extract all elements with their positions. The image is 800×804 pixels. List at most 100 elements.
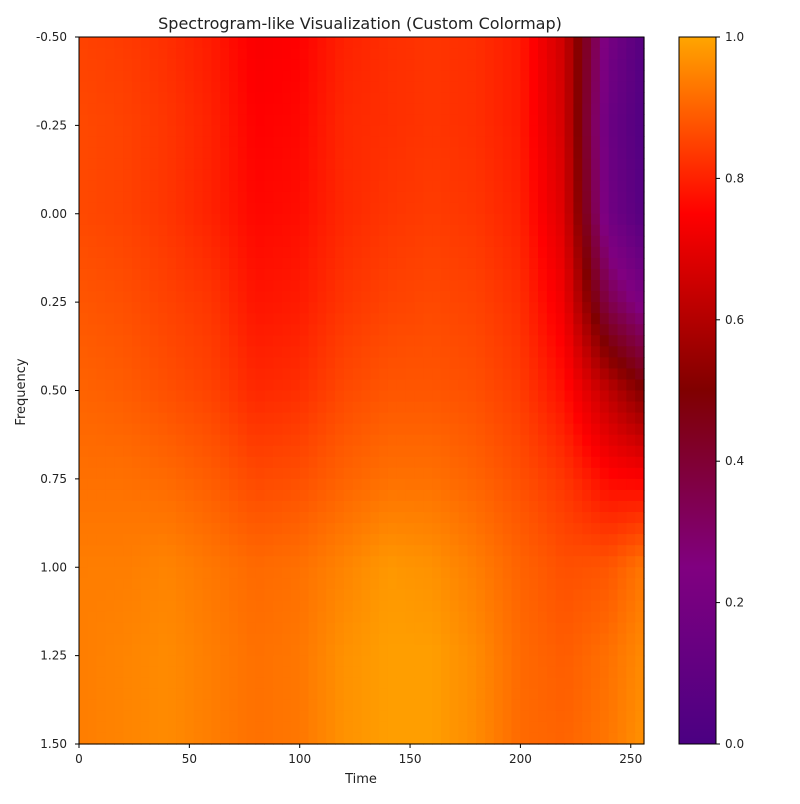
heatmap-cell — [538, 699, 548, 712]
heatmap-cell — [140, 202, 151, 215]
heatmap-cell — [423, 401, 433, 414]
heatmap-cell — [432, 732, 442, 745]
heatmap-cell — [237, 688, 248, 701]
heatmap-cell — [635, 92, 645, 104]
heatmap-cell — [449, 313, 460, 325]
heatmap-cell — [343, 644, 354, 657]
heatmap-cell — [105, 169, 115, 182]
heatmap-cell — [131, 158, 142, 171]
heatmap-cell — [387, 456, 398, 469]
heatmap-cell — [149, 368, 160, 381]
heatmap-cell — [326, 699, 336, 712]
heatmap-cell — [105, 534, 115, 546]
heatmap-cell — [361, 556, 371, 568]
heatmap-cell — [370, 81, 380, 93]
heatmap-cell — [370, 70, 380, 82]
heatmap-cell — [131, 611, 142, 624]
heatmap-cell — [114, 136, 124, 149]
heatmap-cell — [626, 246, 636, 259]
heatmap-cell — [564, 545, 574, 557]
heatmap-cell — [485, 191, 495, 204]
heatmap-cell — [476, 512, 486, 524]
heatmap-cell — [546, 235, 557, 248]
heatmap-cell — [140, 611, 151, 624]
heatmap-cell — [573, 677, 583, 690]
heatmap-cell — [370, 302, 380, 314]
heatmap-cell — [140, 114, 151, 126]
heatmap-cell — [184, 357, 195, 370]
heatmap-cell — [432, 37, 442, 49]
heatmap-cell — [308, 136, 318, 149]
heatmap-cell — [158, 48, 168, 60]
heatmap-cell — [237, 81, 248, 93]
heatmap-cell — [520, 545, 530, 557]
heatmap-cell — [176, 710, 186, 723]
heatmap-cell — [582, 589, 592, 601]
heatmap-cell — [538, 688, 548, 701]
heatmap-cell — [379, 567, 389, 579]
heatmap-cell — [591, 81, 601, 93]
heatmap-cell — [211, 434, 221, 447]
heatmap-cell — [264, 280, 274, 292]
heatmap-cell — [626, 556, 636, 568]
heatmap-cell — [273, 688, 283, 701]
heatmap-cell — [361, 335, 371, 347]
heatmap-cell — [546, 169, 557, 182]
heatmap-cell — [352, 268, 363, 281]
heatmap-cell — [176, 622, 186, 635]
heatmap-cell — [485, 59, 495, 71]
heatmap-cell — [167, 313, 177, 325]
heatmap-cell — [396, 666, 407, 679]
heatmap-cell — [202, 368, 213, 381]
heatmap-cell — [140, 622, 151, 635]
heatmap-cell — [167, 379, 177, 392]
heatmap-cell — [123, 291, 133, 303]
heatmap-cell — [485, 688, 495, 701]
heatmap-cell — [273, 578, 283, 590]
heatmap-cell — [502, 114, 513, 126]
heatmap-cell — [352, 313, 363, 325]
heatmap-cell — [432, 202, 442, 215]
heatmap-cell — [246, 257, 257, 270]
heatmap-cell — [396, 589, 407, 601]
heatmap-cell — [573, 644, 583, 657]
heatmap-cell — [635, 699, 645, 712]
heatmap-cell — [211, 313, 221, 325]
heatmap-cell — [352, 732, 363, 745]
heatmap-cell — [202, 655, 213, 668]
heatmap-cell — [529, 48, 539, 60]
heatmap-cell — [193, 633, 204, 646]
heatmap-cell — [308, 434, 318, 447]
heatmap-cell — [396, 456, 407, 469]
heatmap-cell — [335, 578, 345, 590]
heatmap-cell — [237, 710, 248, 723]
heatmap-cell — [555, 291, 566, 303]
heatmap-cell — [485, 710, 495, 723]
heatmap-cell — [573, 434, 583, 447]
heatmap-cell — [555, 644, 566, 657]
heatmap-cell — [458, 291, 469, 303]
heatmap-cell — [361, 246, 371, 259]
heatmap-cell — [96, 346, 107, 358]
heatmap-cell — [361, 434, 371, 447]
heatmap-cell — [299, 666, 310, 679]
heatmap-cell — [440, 313, 451, 325]
heatmap-cell — [396, 644, 407, 657]
heatmap-cell — [405, 633, 416, 646]
heatmap-cell — [449, 59, 460, 71]
heatmap-cell — [167, 92, 177, 104]
heatmap-cell — [582, 423, 592, 436]
heatmap-cell — [229, 666, 239, 679]
heatmap-cell — [476, 257, 486, 270]
heatmap-cell — [308, 235, 318, 248]
heatmap-cell — [202, 633, 213, 646]
heatmap-cell — [202, 324, 213, 336]
heatmap-cell — [591, 489, 601, 502]
heatmap-cell — [299, 512, 310, 524]
heatmap-cell — [237, 567, 248, 579]
heatmap-cell — [167, 48, 177, 60]
heatmap-cell — [617, 246, 627, 259]
heatmap-cell — [255, 169, 265, 182]
heatmap-cell — [114, 59, 124, 71]
heatmap-cell — [520, 622, 530, 635]
